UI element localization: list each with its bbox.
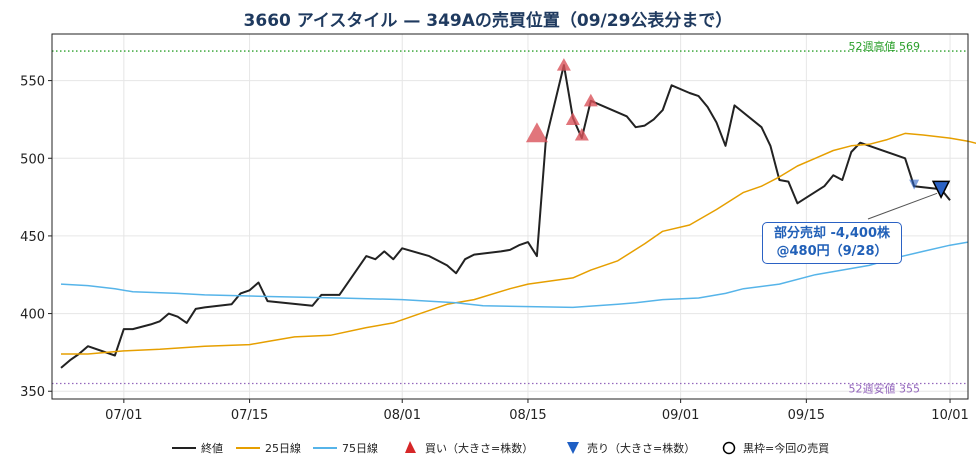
trade-markers bbox=[525, 58, 951, 220]
series-line bbox=[61, 132, 976, 355]
y-tick-label: 400 bbox=[20, 308, 45, 323]
legend: 終値 25日線 75日線 買い（大きさ=株数） 売り（大きさ=株数） 黒枠=今回の売買 bbox=[172, 441, 829, 455]
reference-lines: 52週高値 569 52週安値 355 bbox=[52, 39, 968, 395]
series-line bbox=[60, 241, 969, 309]
sell-annotation: 部分売却 -4,400株 @480円（9/28） bbox=[762, 222, 902, 264]
legend-label: 買い（大きさ=株数） bbox=[425, 441, 533, 455]
annotation-line1: 部分売却 -4,400株 bbox=[773, 226, 891, 241]
y-tick-label: 450 bbox=[20, 230, 45, 245]
legend-label: 75日線 bbox=[342, 441, 378, 455]
legend-swatch bbox=[722, 441, 736, 455]
series-line bbox=[60, 64, 951, 369]
plot-frame bbox=[51, 33, 969, 400]
buy-marker bbox=[565, 112, 580, 126]
annotation-line2: @480円（9/28） bbox=[776, 244, 888, 259]
annotation-leader bbox=[867, 192, 938, 220]
legend-label: 黒枠=今回の売買 bbox=[743, 441, 829, 455]
legend-label: 終値 bbox=[201, 441, 223, 455]
chart-title: 3660 アイスタイル — 349Aの売買位置（09/29公表分まで） bbox=[243, 11, 733, 31]
x-tick-label: 07/15 bbox=[231, 408, 268, 423]
x-tick-label: 08/01 bbox=[384, 408, 421, 423]
legend-swatch bbox=[567, 442, 579, 454]
legend-swatch bbox=[405, 441, 416, 453]
x-tick-label: 09/15 bbox=[788, 408, 825, 423]
buy-marker bbox=[583, 93, 598, 107]
sell-marker bbox=[931, 180, 951, 199]
reference-label: 52週安値 355 bbox=[849, 381, 921, 395]
y-tick-label: 550 bbox=[20, 75, 45, 90]
y-tick-label: 500 bbox=[20, 152, 45, 167]
grid bbox=[52, 34, 968, 399]
x-tick-label: 10/01 bbox=[931, 408, 968, 423]
buy-marker bbox=[556, 58, 571, 71]
y-tick-label: 350 bbox=[20, 385, 45, 400]
axes: 350 400 450 500 550 07/01 07/15 08/01 08/15 09/01… bbox=[20, 33, 969, 423]
reference-label: 52週高値 569 bbox=[849, 39, 921, 53]
x-tick-label: 08/15 bbox=[509, 408, 546, 423]
legend-label: 25日線 bbox=[265, 441, 301, 455]
sell-marker bbox=[909, 179, 920, 190]
buy-marker bbox=[574, 127, 589, 141]
series-lines bbox=[60, 64, 976, 369]
x-tick-label: 09/01 bbox=[662, 408, 699, 423]
buy-marker bbox=[525, 122, 548, 143]
legend-label: 売り（大きさ=株数） bbox=[587, 441, 695, 455]
x-tick-label: 07/01 bbox=[105, 408, 142, 423]
